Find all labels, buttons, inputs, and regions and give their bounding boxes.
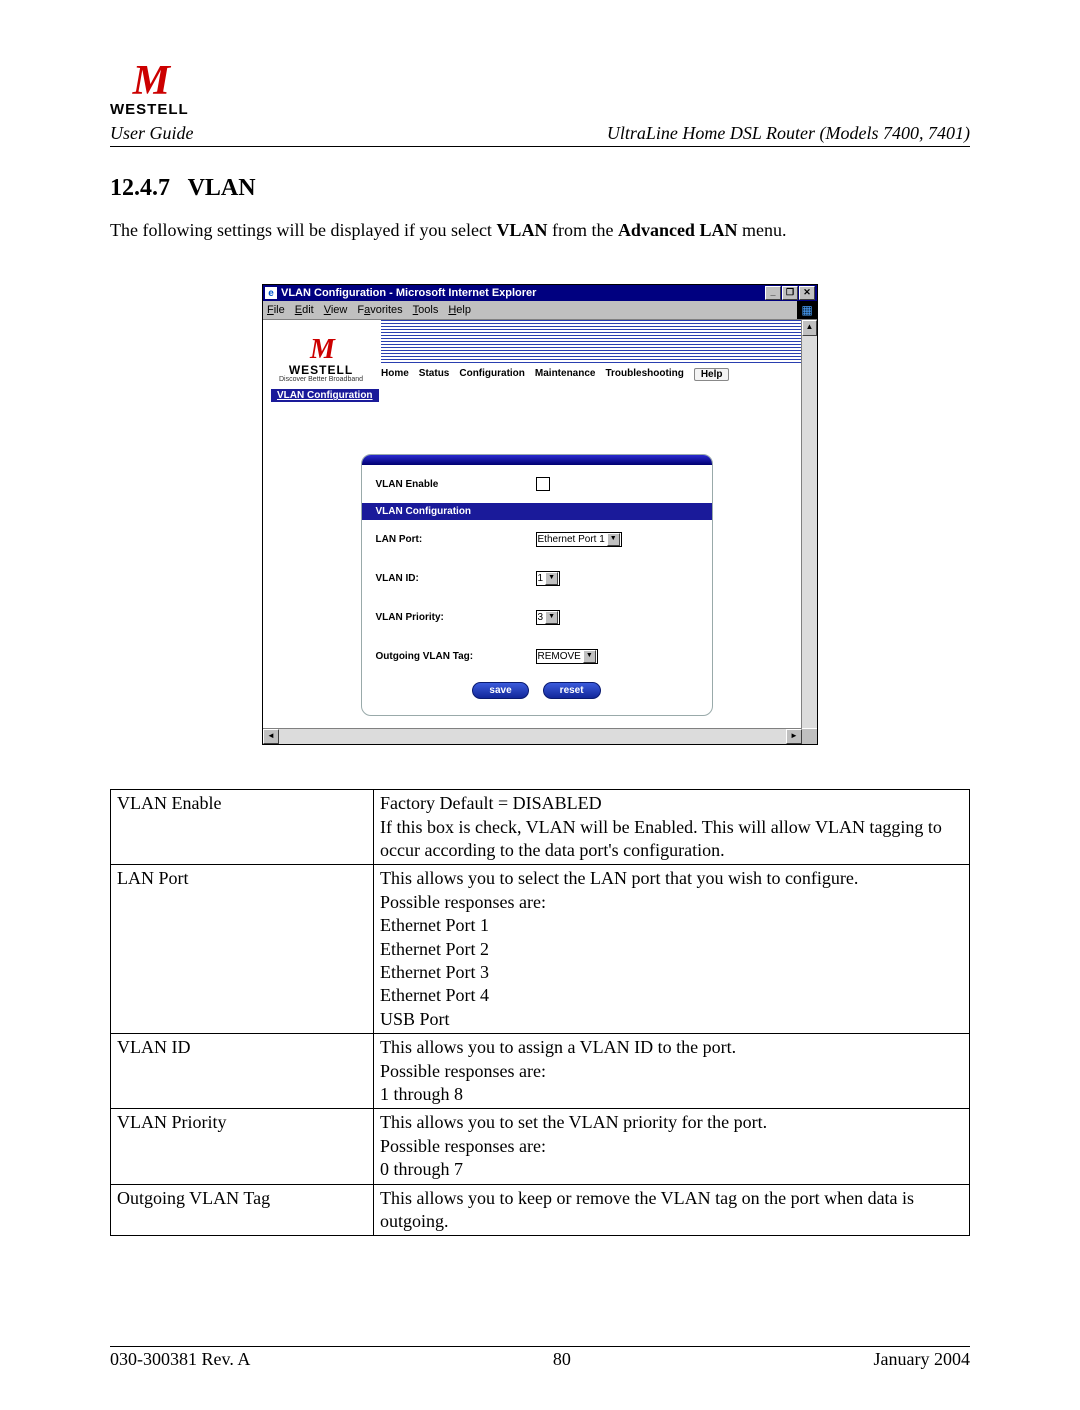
menu-tools[interactable]: Tools (413, 304, 439, 316)
router-logo: M WESTELL Discover Better Broadband (271, 332, 371, 383)
lan-port-value: Ethernet Port 1 (538, 534, 605, 545)
screenshot-window: e VLAN Configuration - Microsoft Interne… (262, 284, 818, 745)
nav-status[interactable]: Status (419, 368, 450, 381)
table-value: Factory Default = DISABLED If this box i… (374, 790, 970, 865)
table-row: LAN PortThis allows you to select the LA… (111, 865, 970, 1034)
vlan-panel: VLAN Enable VLAN Configuration LAN Port:… (361, 454, 713, 716)
chevron-down-icon: ▼ (545, 611, 558, 624)
footer-page-number: 80 (553, 1349, 571, 1370)
minimize-button[interactable]: _ (765, 286, 781, 300)
table-value: This allows you to keep or remove the VL… (374, 1184, 970, 1236)
brand-logo: M WESTELL (110, 60, 189, 117)
menu-file[interactable]: File (267, 304, 285, 316)
table-value: This allows you to select the LAN port t… (374, 865, 970, 1034)
table-key: VLAN Enable (111, 790, 374, 865)
outgoing-tag-label: Outgoing VLAN Tag: (376, 651, 536, 662)
menu-favorites[interactable]: Favorites (357, 304, 402, 316)
chevron-down-icon: ▼ (607, 533, 620, 546)
scroll-up-icon[interactable]: ▲ (802, 320, 817, 336)
router-logo-text: WESTELL (271, 364, 371, 376)
vlan-id-select[interactable]: 1 ▼ (536, 571, 561, 586)
row-lan-port: LAN Port: Ethernet Port 1 ▼ (362, 520, 712, 559)
nav-home[interactable]: Home (381, 368, 409, 381)
row-vlan-id: VLAN ID: 1 ▼ (362, 559, 712, 598)
section-heading: 12.4.7 VLAN (110, 175, 970, 202)
intro-paragraph: The following settings will be displayed… (110, 218, 970, 242)
panel-buttons: save reset (362, 676, 712, 715)
header-right: UltraLine Home DSL Router (Models 7400, … (607, 123, 970, 144)
breadcrumb: VLAN Configuration (271, 389, 802, 402)
vlan-enable-label: VLAN Enable (376, 479, 536, 490)
table-row: VLAN IDThis allows you to assign a VLAN … (111, 1034, 970, 1109)
outgoing-tag-value: REMOVE (538, 651, 581, 662)
vlan-id-value: 1 (538, 573, 544, 584)
router-logo-mark: M (271, 336, 371, 364)
nav-help[interactable]: Help (694, 368, 730, 381)
section-number: 12.4.7 (110, 175, 170, 201)
vlan-priority-value: 3 (538, 612, 544, 623)
intro-bold-adv: Advanced LAN (618, 220, 738, 240)
ie-throbber-icon: ▦ (797, 301, 817, 319)
intro-bold-vlan: VLAN (496, 220, 547, 240)
panel-topbar (362, 455, 712, 465)
logo-text: WESTELL (110, 102, 189, 117)
table-key: VLAN ID (111, 1034, 374, 1109)
ie-titlebar: e VLAN Configuration - Microsoft Interne… (263, 285, 817, 301)
row-vlan-priority: VLAN Priority: 3 ▼ (362, 598, 712, 637)
breadcrumb-label[interactable]: VLAN Configuration (271, 389, 379, 402)
menu-view[interactable]: View (324, 304, 348, 316)
outgoing-tag-select[interactable]: REMOVE ▼ (536, 649, 598, 664)
chevron-down-icon: ▼ (545, 572, 558, 585)
row-outgoing-tag: Outgoing VLAN Tag: REMOVE ▼ (362, 637, 712, 676)
table-row: VLAN PriorityThis allows you to set the … (111, 1109, 970, 1184)
ie-content-area: M WESTELL Discover Better Broadband Home… (263, 319, 817, 744)
scroll-right-icon[interactable]: ► (786, 729, 802, 744)
vertical-scrollbar[interactable]: ▲ (801, 320, 817, 728)
row-vlan-enable: VLAN Enable (362, 465, 712, 503)
footer-right: January 2004 (874, 1349, 970, 1370)
table-value: This allows you to assign a VLAN ID to t… (374, 1034, 970, 1109)
ie-app-icon: e (265, 287, 277, 299)
lan-port-select[interactable]: Ethernet Port 1 ▼ (536, 532, 622, 547)
lan-port-label: LAN Port: (376, 534, 536, 545)
chevron-down-icon: ▼ (583, 650, 596, 663)
router-nav: Home Status Configuration Maintenance Tr… (381, 364, 802, 383)
page-footer: 030-300381 Rev. A 80 January 2004 (110, 1346, 970, 1370)
nav-configuration[interactable]: Configuration (459, 368, 525, 381)
ie-menubar: File Edit View Favorites Tools Help (263, 303, 475, 317)
footer-left: 030-300381 Rev. A (110, 1349, 250, 1370)
table-row: Outgoing VLAN TagThis allows you to keep… (111, 1184, 970, 1236)
logo-mark: M (110, 60, 189, 102)
maximize-button[interactable]: ❐ (782, 286, 798, 300)
reset-button[interactable]: reset (543, 682, 601, 699)
close-button[interactable]: ✕ (799, 286, 815, 300)
page-header: User Guide UltraLine Home DSL Router (Mo… (110, 123, 970, 147)
ie-window-title: VLAN Configuration - Microsoft Internet … (281, 287, 536, 299)
menu-help[interactable]: Help (448, 304, 471, 316)
table-value: This allows you to set the VLAN priority… (374, 1109, 970, 1184)
table-row: VLAN EnableFactory Default = DISABLED If… (111, 790, 970, 865)
table-key: Outgoing VLAN Tag (111, 1184, 374, 1236)
intro-text-mid: from the (547, 220, 617, 240)
vlan-enable-checkbox[interactable] (536, 477, 550, 491)
description-table: VLAN EnableFactory Default = DISABLED If… (110, 789, 970, 1236)
header-left: User Guide (110, 123, 194, 144)
router-tagline: Discover Better Broadband (271, 376, 371, 383)
vlan-priority-label: VLAN Priority: (376, 612, 536, 623)
scrollbar-corner (802, 729, 817, 744)
panel-section-header: VLAN Configuration (362, 503, 712, 520)
vlan-priority-select[interactable]: 3 ▼ (536, 610, 561, 625)
scroll-left-icon[interactable]: ◄ (263, 729, 279, 744)
vlan-id-label: VLAN ID: (376, 573, 536, 584)
menu-edit[interactable]: Edit (295, 304, 314, 316)
intro-text-after: menu. (737, 220, 786, 240)
nav-troubleshooting[interactable]: Troubleshooting (605, 368, 683, 381)
section-title-text: VLAN (188, 175, 256, 201)
intro-text: The following settings will be displayed… (110, 220, 496, 240)
nav-maintenance[interactable]: Maintenance (535, 368, 596, 381)
table-key: VLAN Priority (111, 1109, 374, 1184)
horizontal-scrollbar[interactable]: ◄ ► (263, 728, 802, 744)
table-key: LAN Port (111, 865, 374, 1034)
save-button[interactable]: save (472, 682, 528, 699)
